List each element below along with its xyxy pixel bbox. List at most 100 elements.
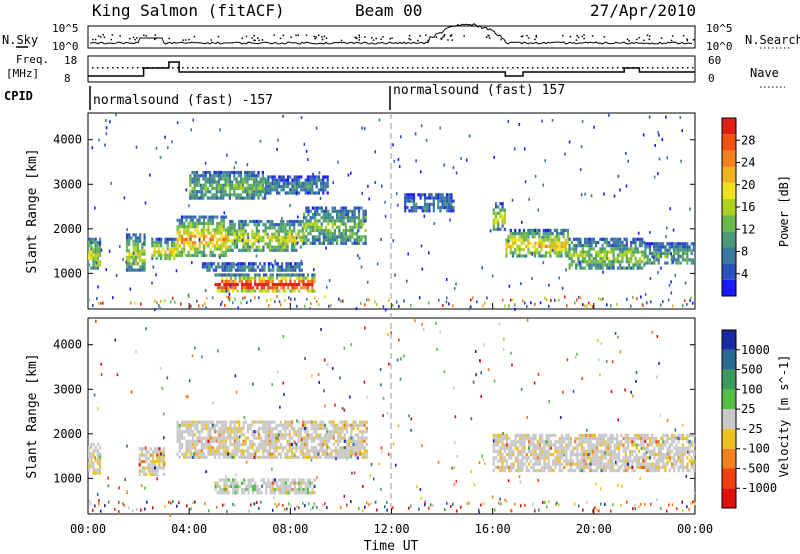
heatmap-cell [684, 449, 687, 453]
heatmap-cell [505, 465, 509, 469]
heatmap-cell [290, 223, 294, 227]
heatmap-cell [140, 302, 142, 306]
heatmap-cell [97, 285, 99, 289]
heatmap-cell [571, 459, 575, 463]
heatmap-cell [655, 443, 658, 447]
heatmap-cell [213, 253, 217, 258]
heatmap-cell [610, 263, 613, 267]
nave-dot [272, 67, 274, 69]
heatmap-cell [509, 251, 512, 255]
heatmap-cell [353, 212, 356, 217]
heatmap-cell [406, 196, 409, 200]
heatmap-cell [626, 465, 630, 469]
heatmap-cell [316, 238, 319, 242]
heatmap-cell [204, 180, 207, 184]
heatmap-cell [300, 175, 303, 179]
heatmap-cell [351, 228, 354, 233]
heatmap-cell [675, 251, 678, 255]
heatmap-cell [227, 455, 230, 459]
heatmap-cell [300, 188, 303, 192]
heatmap-cell [319, 449, 322, 453]
heatmap-cell [538, 453, 542, 457]
heatmap-cell [216, 215, 219, 219]
heatmap-cell [338, 235, 341, 239]
heatmap-cell [195, 190, 198, 194]
heatmap-cell [295, 232, 298, 236]
heatmap-cell [642, 446, 645, 450]
heatmap-cell [132, 258, 135, 263]
heatmap-cell [218, 289, 222, 293]
heatmap-cell [525, 244, 528, 248]
heatmap-cell [432, 209, 435, 213]
heatmap-cell [556, 440, 559, 444]
heatmap-cell [299, 446, 302, 450]
heatmap-cell [269, 484, 272, 488]
heatmap-cell [664, 469, 667, 473]
heatmap-cell [648, 440, 652, 444]
heatmap-cell [621, 253, 624, 257]
heatmap-cell [278, 484, 281, 488]
heatmap-cell [564, 228, 567, 232]
heatmap-cell [618, 453, 621, 457]
heatmap-cell [287, 265, 290, 269]
heatmap-cell [176, 430, 179, 434]
colorbar-swatch [722, 150, 736, 167]
heatmap-cell [264, 226, 267, 230]
heatmap-cell [271, 279, 274, 283]
heatmap-cell [556, 449, 559, 453]
heatmap-cell [670, 291, 673, 295]
heatmap-cell [198, 433, 201, 437]
heatmap-cell [591, 433, 594, 437]
heatmap-cell [212, 268, 215, 272]
heatmap-cell [623, 247, 626, 251]
heatmap-cell [227, 232, 230, 236]
heatmap-cell [520, 235, 523, 239]
heatmap-cell [306, 446, 309, 450]
nave-dot [397, 67, 399, 69]
heatmap-cell [273, 481, 277, 485]
heatmap-cell [277, 138, 279, 142]
heatmap-cell [136, 268, 140, 272]
heatmap-cell [229, 481, 233, 485]
heatmap-cell [344, 241, 347, 245]
heatmap-cell [315, 446, 318, 450]
heatmap-cell [651, 462, 654, 466]
heatmap-cell [531, 228, 534, 232]
heatmap-cell [348, 452, 351, 456]
heatmap-cell [644, 437, 647, 441]
heatmap-cell [314, 238, 317, 242]
heatmap-cell [138, 463, 141, 467]
heatmap-cell [543, 469, 546, 473]
heatmap-cell [290, 423, 294, 427]
heatmap-cell [608, 266, 611, 270]
heatmap-cell [327, 232, 330, 236]
heatmap-cell [151, 256, 154, 261]
heatmap-cell [202, 442, 206, 447]
heatmap-cell [681, 242, 684, 246]
heatmap-cell [207, 439, 210, 443]
heatmap-cell [522, 232, 526, 236]
heatmap-cell [677, 258, 680, 262]
heatmap-cell [215, 268, 218, 272]
heatmap-cell [342, 241, 345, 245]
nave-dot [607, 67, 609, 69]
heatmap-cell [309, 232, 312, 236]
heatmap-cell [309, 481, 312, 485]
heatmap-cell [357, 254, 359, 258]
heatmap-cell [577, 244, 580, 248]
nave-dot [122, 67, 124, 69]
heatmap-cell [443, 199, 446, 203]
heatmap-cell [492, 221, 495, 225]
heatmap-cell [309, 491, 312, 495]
heatmap-cell [277, 439, 280, 443]
heatmap-cell [220, 436, 223, 440]
heatmap-cell [251, 229, 254, 233]
heatmap-cell [322, 241, 325, 245]
heatmap-cell [307, 232, 310, 236]
heatmap-cell [274, 300, 276, 304]
heatmap-cell [255, 183, 258, 187]
heatmap-cell [282, 114, 284, 118]
heatmap-cell [257, 433, 261, 437]
heatmap-cell [603, 256, 606, 261]
